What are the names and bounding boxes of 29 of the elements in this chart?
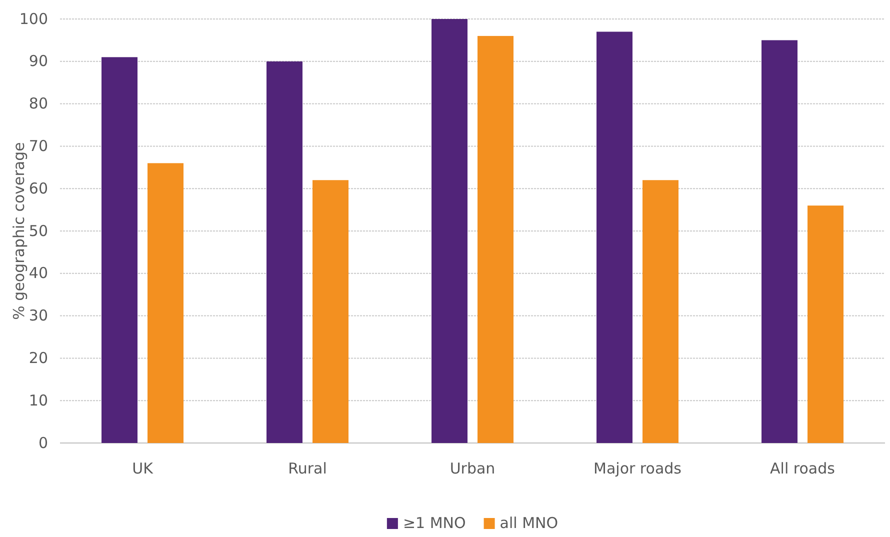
- y-tick-label: 40: [28, 264, 48, 282]
- x-tick-label: UK: [132, 460, 154, 478]
- bar: [266, 61, 302, 443]
- bar: [762, 40, 798, 443]
- x-tick-label: Urban: [450, 460, 496, 478]
- y-tick-label: 80: [28, 94, 48, 113]
- bar: [478, 36, 514, 443]
- y-tick-label: 60: [28, 179, 48, 198]
- bar: [596, 32, 632, 443]
- x-tick-label: Rural: [288, 460, 327, 478]
- y-tick-label: 0: [38, 434, 48, 452]
- y-tick-label: 10: [28, 391, 48, 410]
- y-tick-label: 30: [28, 306, 48, 325]
- y-tick-label: 70: [28, 137, 48, 155]
- y-tick-label: 50: [28, 222, 48, 240]
- bar: [148, 163, 184, 443]
- bar: [102, 57, 138, 443]
- bar: [808, 206, 844, 443]
- bar: [642, 180, 678, 443]
- legend-label: ≥1 MNO: [402, 514, 466, 532]
- legend-label: all MNO: [500, 514, 558, 532]
- y-tick-label: 100: [19, 10, 48, 28]
- x-tick-label: Major roads: [594, 460, 682, 478]
- y-axis-title: % geographic coverage: [10, 142, 28, 320]
- bar: [432, 19, 468, 443]
- y-tick-label: 90: [28, 52, 48, 70]
- x-tick-label: All roads: [770, 460, 836, 478]
- bar: [312, 180, 348, 443]
- y-tick-label: 20: [28, 349, 48, 367]
